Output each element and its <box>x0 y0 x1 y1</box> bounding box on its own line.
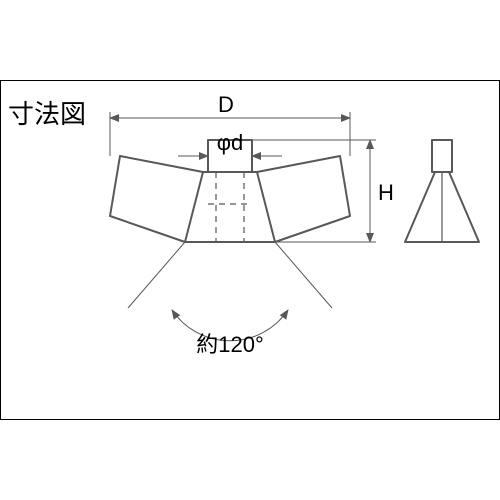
canvas: 寸法図 <box>0 0 500 500</box>
angle-label: 約120° <box>196 332 264 357</box>
dim-H-label: H <box>378 180 394 205</box>
dim-D-label: D <box>218 92 234 117</box>
dim-phid-label: φd <box>217 130 244 155</box>
wing-nut-diagram: D φd H 約120° <box>0 0 500 500</box>
